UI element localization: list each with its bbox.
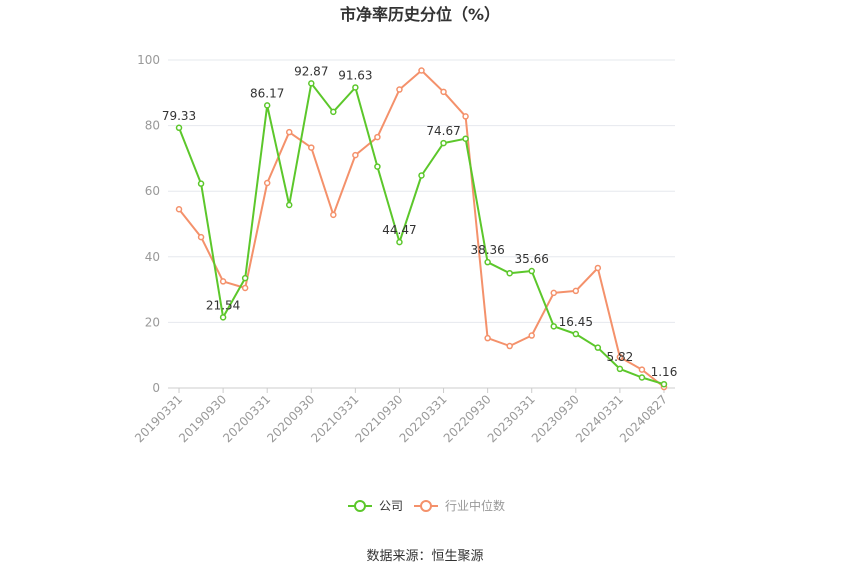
data-point <box>374 133 381 141</box>
source-text: 数据来源：恒生聚源 <box>366 549 483 564</box>
data-point <box>440 139 447 147</box>
data-point <box>219 314 227 321</box>
data-point <box>374 163 381 170</box>
data-label: 35.66 <box>515 252 549 266</box>
legend-marker <box>420 500 432 512</box>
data-point <box>263 102 271 109</box>
data-point <box>396 86 403 93</box>
legend-item-0[interactable]: 公司 <box>348 499 403 513</box>
data-label: 16.45 <box>559 315 593 329</box>
data-point <box>285 128 293 136</box>
data-point <box>197 233 205 241</box>
data-label: 21.54 <box>206 298 240 312</box>
data-point <box>528 267 535 275</box>
data-label: 1.16 <box>651 365 678 379</box>
data-point <box>241 274 249 282</box>
data-point <box>285 201 293 209</box>
data-point <box>440 88 447 96</box>
legend-label: 行业中位数 <box>445 498 505 513</box>
data-point <box>219 278 227 285</box>
series-1 <box>175 67 668 391</box>
chart-title: 市净率历史分位（%） <box>340 5 500 24</box>
y-tick-label: 20 <box>145 315 160 329</box>
data-point <box>352 151 359 159</box>
data-point <box>638 366 646 373</box>
data-point <box>330 108 337 116</box>
data-point <box>484 258 491 266</box>
data-label: 38.36 <box>470 243 504 257</box>
data-point <box>550 323 558 330</box>
data-point <box>616 365 624 373</box>
data-point <box>352 84 359 91</box>
data-label: 86.17 <box>250 86 284 100</box>
data-point <box>638 374 646 381</box>
data-label: 92.87 <box>294 64 328 78</box>
y-tick-label: 100 <box>137 53 160 67</box>
data-label: 74.67 <box>426 124 460 138</box>
data-point <box>506 342 513 350</box>
data-label: 79.33 <box>162 109 196 123</box>
data-point <box>197 180 205 187</box>
data-point <box>396 238 403 246</box>
data-point <box>462 135 469 142</box>
legend[interactable]: 公司 行业中位数 <box>348 498 505 513</box>
data-point <box>506 269 513 277</box>
data-point <box>572 287 580 295</box>
data-point <box>594 344 602 351</box>
data-point <box>594 264 602 272</box>
legend-item-1[interactable]: 行业中位数 <box>414 498 505 513</box>
x-tick-label: 20240827 <box>617 392 670 445</box>
series-0: 79.33 21.54 86.17 92.87 91.63 44.47 74.67 38.36… <box>162 64 678 388</box>
data-point <box>660 380 668 388</box>
data-point <box>175 205 183 213</box>
data-point <box>550 289 558 297</box>
data-point <box>616 353 624 361</box>
y-tick-label: 80 <box>145 119 160 133</box>
data-point <box>308 144 315 151</box>
data-label: 91.63 <box>338 68 372 82</box>
series-layer: 79.33 21.54 86.17 92.87 91.63 44.47 74.67 38.36… <box>162 64 678 391</box>
data-point <box>572 330 580 338</box>
data-point <box>330 211 337 219</box>
data-point <box>418 67 425 74</box>
data-point <box>418 172 425 179</box>
series-line <box>178 82 665 386</box>
y-tick-label: 40 <box>145 250 160 264</box>
data-point <box>484 334 491 342</box>
x-axis: 2019033120190930202003312020093020210331… <box>132 388 670 445</box>
data-label: 44.47 <box>382 223 416 237</box>
data-point <box>175 124 183 132</box>
grid-lines <box>168 59 675 389</box>
data-label: 5.82 <box>607 350 634 364</box>
y-axis: 0 20 40 60 80 100 <box>137 53 160 395</box>
legend-label: 公司 <box>379 499 403 513</box>
data-point <box>263 179 271 187</box>
data-point <box>241 284 249 292</box>
y-tick-label: 60 <box>145 184 160 198</box>
y-tick-label: 0 <box>152 381 160 395</box>
data-point <box>308 80 315 87</box>
data-point <box>528 332 535 339</box>
legend-marker <box>354 500 366 512</box>
data-point <box>462 113 469 120</box>
